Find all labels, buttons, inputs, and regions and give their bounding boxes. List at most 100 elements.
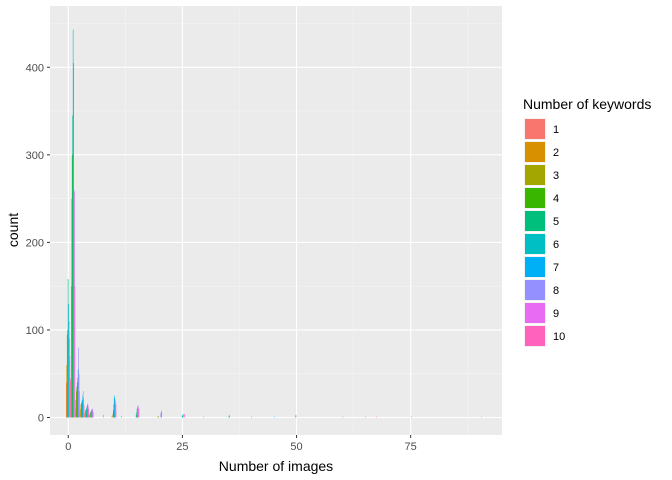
bar-series-9: [115, 401, 116, 418]
bar-series-3: [89, 413, 91, 418]
bar-series-6: [136, 408, 138, 418]
bar-series-2: [80, 408, 81, 418]
y-tick-label: 400: [26, 62, 44, 74]
bar-series-6: [113, 398, 115, 418]
bar-series-3: [66, 334, 68, 418]
bar-series-4: [85, 409, 87, 418]
y-tick-label: 100: [26, 325, 44, 337]
legend-label: 9: [553, 308, 559, 320]
legend-key-2: [525, 142, 545, 162]
legend-key-7: [525, 257, 545, 277]
bar-series-7: [342, 416, 344, 418]
bar-series-9: [69, 356, 71, 418]
bar-series-3: [80, 404, 82, 418]
bar-series-8: [87, 403, 89, 418]
bar-series-9: [229, 414, 231, 418]
bar-series-1: [65, 382, 67, 418]
bar-series-2: [102, 414, 104, 418]
bar-series-7: [137, 406, 138, 418]
bar-series-7: [411, 416, 412, 418]
bar-series-7: [73, 62, 74, 418]
bar-series-1: [88, 415, 90, 418]
bar-series-5: [113, 404, 115, 418]
bar-series-5: [86, 408, 87, 418]
bar-series-5: [76, 382, 78, 418]
bar-series-8: [78, 347, 79, 418]
bar-series-8: [137, 405, 139, 418]
bar-series-3: [71, 198, 73, 418]
bar-series-3: [85, 410, 86, 418]
bar-series-2: [203, 416, 205, 418]
bar-series-1: [84, 413, 85, 418]
bar-series-7: [82, 395, 84, 418]
x-tick-label: 25: [176, 441, 188, 453]
bar-series-2: [66, 364, 68, 418]
legend-label: 2: [553, 147, 559, 159]
legend-key-8: [525, 280, 545, 300]
bar-series-7: [68, 321, 70, 418]
legend: 1 2 3 4 5 6 7 8 9 10: [524, 118, 565, 347]
bar-series-7: [182, 413, 184, 418]
bar-series-4: [295, 414, 297, 418]
bar-series-2: [84, 412, 86, 418]
bar-series-4: [135, 414, 137, 418]
bar-series-6: [91, 410, 92, 418]
x-axis-title: Number of images: [219, 458, 333, 474]
bar-series-3: [295, 416, 296, 418]
bar-series-9: [78, 373, 80, 418]
legend-label: 6: [553, 239, 559, 251]
bar-series-4: [113, 410, 114, 418]
bar-series-4: [71, 154, 73, 418]
legend-key-5: [525, 211, 545, 231]
bar-series-8: [73, 189, 75, 418]
bar-series-3: [158, 415, 159, 418]
bar-series-7: [77, 369, 79, 418]
bar-series-2: [89, 413, 90, 418]
bar-series-6: [228, 416, 229, 418]
bar-series-5: [90, 411, 92, 418]
legend-label: 4: [553, 193, 559, 205]
x-tick-label: 0: [65, 441, 71, 453]
y-axis-title: count: [5, 213, 21, 247]
bar-series-5: [81, 401, 83, 418]
bar-series-8: [82, 391, 84, 418]
bar-series-4: [81, 403, 82, 418]
bar-series-6: [77, 378, 78, 418]
bar-series-3: [76, 391, 77, 418]
bar-series-8: [114, 399, 116, 418]
bar-series-10: [74, 286, 76, 418]
legend-label: 3: [553, 170, 559, 182]
x-tick-label: 50: [290, 441, 302, 453]
bar-series-8: [92, 408, 93, 418]
bar-series-8: [69, 338, 70, 418]
bar-series-5: [136, 412, 137, 418]
legend-label: 8: [553, 285, 559, 297]
bar-series-10: [88, 408, 89, 418]
bar-series-2: [75, 399, 77, 418]
bar-series-7: [365, 416, 367, 418]
y-axis-ticks: 0 100 200 300 400: [26, 62, 50, 424]
bar-series-8: [160, 413, 162, 418]
bar-series-7: [274, 416, 275, 418]
bar-series-1: [75, 408, 76, 418]
bar-series-2: [121, 415, 122, 418]
bar-series-5: [72, 115, 73, 418]
legend-key-3: [525, 165, 545, 185]
legend-label: 5: [553, 216, 559, 228]
bar-series-6: [86, 406, 88, 418]
bar-series-9: [92, 409, 94, 418]
bar-series-7: [114, 395, 115, 418]
panel-background: [50, 6, 502, 435]
bar-series-6: [68, 303, 69, 418]
bar-series-4: [67, 329, 68, 418]
bar-series-7: [86, 405, 88, 418]
legend-key-10: [525, 326, 545, 346]
bar-series-5: [181, 415, 183, 418]
legend-key-6: [525, 234, 545, 254]
bar-series-6: [182, 414, 184, 418]
bar-series-9: [83, 398, 84, 418]
bar-series-6: [72, 29, 74, 418]
legend-title: Number of keywords: [523, 96, 651, 112]
bar-series-10: [92, 412, 94, 418]
